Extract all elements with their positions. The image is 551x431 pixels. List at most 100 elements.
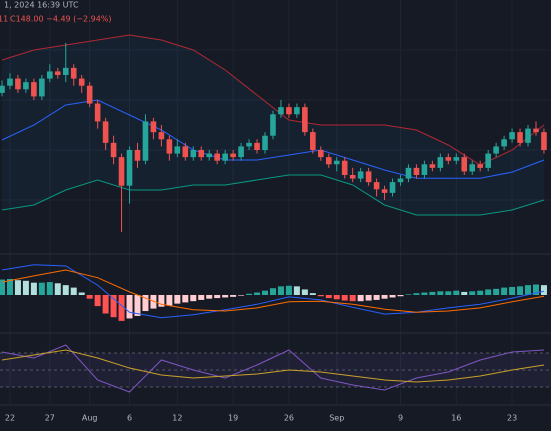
candle-body xyxy=(517,132,523,143)
candle-body xyxy=(278,107,284,115)
histogram-bar xyxy=(333,295,340,300)
histogram-bar xyxy=(485,289,492,295)
histogram-bar xyxy=(493,288,500,295)
x-tick-label: 6 xyxy=(127,414,132,423)
histogram-bar xyxy=(405,294,412,295)
candle-body xyxy=(270,114,276,136)
histogram-bar xyxy=(158,295,165,307)
header-date: 1, 2024 16:39 UTC xyxy=(4,1,79,10)
candle-body xyxy=(23,82,29,90)
x-tick-label: 12 xyxy=(172,414,182,423)
candle-body xyxy=(182,146,189,158)
candle-body xyxy=(134,150,141,161)
histogram-bar xyxy=(134,295,141,316)
histogram-bar xyxy=(246,293,253,295)
histogram-bar xyxy=(30,282,37,295)
histogram-bar xyxy=(102,295,109,314)
candle-body xyxy=(405,167,412,179)
histogram-bar xyxy=(174,295,181,304)
candle-body xyxy=(429,164,436,168)
candle-body xyxy=(102,121,109,143)
histogram-bar xyxy=(46,282,53,295)
histogram-bar xyxy=(262,290,269,295)
candle-body xyxy=(254,142,260,150)
plot-layer: 22 27 Aug 6 12 19 26 Sep 9 16 23 xyxy=(0,34,551,423)
indicator-line xyxy=(1,344,545,393)
candle-body xyxy=(453,157,460,161)
histogram-bar xyxy=(118,295,125,321)
candle-body xyxy=(469,164,476,172)
candle-body xyxy=(349,175,356,179)
header-ohlc: C148.00 −4.49 (−2.94%) xyxy=(10,15,112,24)
candle-body xyxy=(461,157,468,172)
histogram-bar xyxy=(126,295,133,319)
candle-body xyxy=(158,132,165,140)
histogram-bar xyxy=(94,295,101,307)
histogram-bar xyxy=(277,286,284,295)
histogram-bar xyxy=(509,286,516,295)
candle-body xyxy=(198,150,205,158)
histogram-bar xyxy=(429,291,436,295)
histogram-bar xyxy=(269,288,276,295)
histogram-bar xyxy=(142,295,149,312)
indicator-line xyxy=(1,349,545,383)
histogram-bar xyxy=(110,295,117,318)
candle-body xyxy=(437,157,444,168)
candle-body xyxy=(421,164,428,175)
header-prefix: 11 xyxy=(0,15,8,24)
candle-body xyxy=(341,160,348,175)
x-tick-label: 9 xyxy=(398,414,403,423)
histogram-bar xyxy=(198,295,205,300)
candle-body xyxy=(118,157,125,186)
candle-body xyxy=(485,153,491,168)
candle-body xyxy=(477,164,483,168)
candle-body xyxy=(150,121,157,133)
candle-body xyxy=(525,128,531,143)
histogram-bar xyxy=(317,295,324,297)
histogram-bar xyxy=(501,287,508,295)
candle-body xyxy=(62,67,69,75)
x-tick-label: 22 xyxy=(5,414,15,423)
candle-body xyxy=(166,139,173,154)
histogram-bar xyxy=(325,295,332,299)
histogram-bar xyxy=(86,295,93,299)
histogram-bar xyxy=(62,285,69,295)
candle-body xyxy=(318,150,324,158)
histogram-bar xyxy=(445,291,452,295)
histogram-bar xyxy=(373,295,380,300)
candle-body xyxy=(126,150,133,186)
candle-body xyxy=(214,153,220,161)
histogram-bar xyxy=(214,295,221,299)
histogram-bar xyxy=(238,295,245,296)
histogram-bar xyxy=(70,287,77,295)
candle-body xyxy=(333,160,340,165)
histogram-bar xyxy=(14,280,21,295)
x-tick-label: 23 xyxy=(507,414,517,423)
candle-body xyxy=(15,78,21,90)
candle-body xyxy=(86,85,93,104)
histogram-bar xyxy=(381,295,388,299)
candle-body xyxy=(445,157,452,161)
candle-body xyxy=(54,71,61,75)
indicator-line xyxy=(1,264,545,319)
histogram-bar xyxy=(293,286,300,295)
histogram-bar xyxy=(6,278,13,295)
histogram-bar xyxy=(301,289,308,295)
candle-body xyxy=(493,146,499,154)
candle-body xyxy=(206,153,213,158)
indicator-line xyxy=(1,269,545,313)
candle-body xyxy=(302,107,308,133)
candle-body xyxy=(509,132,515,140)
histogram-bar xyxy=(166,295,173,306)
candle-body xyxy=(325,157,332,165)
histogram-bar xyxy=(357,295,364,302)
histogram-bar xyxy=(190,295,197,302)
candle-body xyxy=(397,178,404,183)
histogram-bar xyxy=(437,291,444,295)
candle-body xyxy=(238,146,244,158)
histogram-bar xyxy=(517,286,524,295)
histogram-bar xyxy=(421,292,428,295)
histogram-bar xyxy=(54,283,61,295)
